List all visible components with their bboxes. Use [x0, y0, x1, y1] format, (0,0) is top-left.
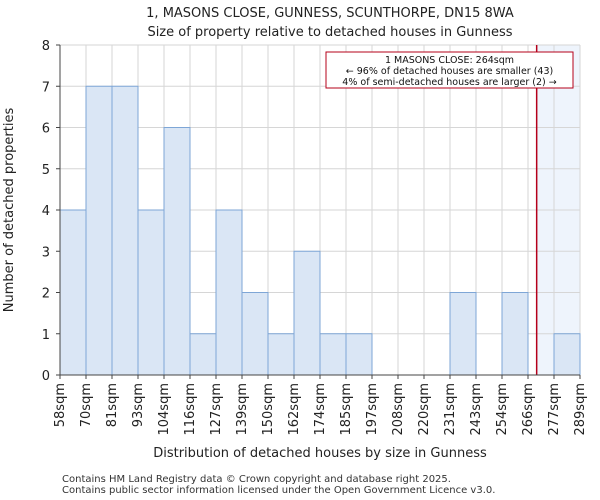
histogram-bar[interactable]: [449, 292, 477, 376]
histogram-bar[interactable]: [501, 292, 529, 376]
y-tick-label: 8: [42, 39, 50, 54]
x-tick-label: 185sqm: [339, 383, 354, 436]
x-tick-label: 220sqm: [417, 383, 432, 436]
x-tick-label: 150sqm: [261, 383, 276, 436]
y-tick-label: 2: [42, 287, 50, 302]
chart-subtitle: Size of property relative to detached ho…: [147, 25, 512, 40]
x-tick-label: 116sqm: [183, 383, 198, 436]
y-tick-label: 0: [42, 369, 50, 384]
x-tick-label: 254sqm: [495, 383, 510, 436]
x-tick-label: 93sqm: [131, 383, 146, 427]
x-tick-label: 162sqm: [287, 383, 302, 436]
histogram-bar[interactable]: [137, 209, 165, 376]
plot-area: 0 1 2 3 4 5 6 7 8 58sqm 70sqm 81sqm 93sqm 104sqm 116sq…: [42, 39, 588, 436]
y-tick-label: 6: [42, 122, 50, 137]
x-tick-label: 70sqm: [79, 383, 94, 427]
x-tick-label: 277sqm: [547, 383, 562, 436]
histogram-bar[interactable]: [267, 333, 295, 376]
x-tick-label: 289sqm: [573, 383, 588, 436]
y-tick-label: 4: [42, 204, 50, 219]
x-tick-label: 266sqm: [521, 383, 536, 436]
histogram-bar[interactable]: [241, 292, 269, 376]
x-tick-label: 197sqm: [365, 383, 380, 436]
footer-copyright: Contains HM Land Registry data © Crown c…: [62, 474, 451, 485]
chart-title: 1, MASONS CLOSE, GUNNESS, SCUNTHORPE, DN…: [146, 6, 514, 21]
x-axis-label: Distribution of detached houses by size …: [153, 446, 487, 461]
histogram-bar[interactable]: [85, 85, 113, 376]
histogram-bar[interactable]: [189, 333, 217, 376]
histogram-bar[interactable]: [293, 250, 321, 376]
x-tick-label: 208sqm: [391, 383, 406, 436]
y-axis-label: Number of detached properties: [2, 108, 17, 313]
annotation-box: [325, 51, 574, 89]
y-tick-label: 5: [42, 163, 50, 178]
y-tick-label: 3: [42, 245, 50, 260]
histogram-bar[interactable]: [163, 127, 191, 376]
annotation-text: ← 96% of detached houses are smaller (43…: [346, 66, 553, 77]
x-tick-label: 243sqm: [469, 383, 484, 436]
y-tick-label: 7: [42, 80, 50, 95]
annotation-text: 4% of semi-detached houses are larger (2…: [342, 77, 556, 88]
x-tick-label: 139sqm: [235, 383, 250, 436]
x-tick-label: 174sqm: [313, 383, 328, 436]
x-tick-label: 231sqm: [443, 383, 458, 436]
y-tick-label: 1: [42, 328, 50, 343]
x-tick-label: 81sqm: [105, 383, 120, 427]
histogram-bar[interactable]: [345, 333, 373, 376]
histogram-bar[interactable]: [215, 209, 243, 376]
annotation-text: 1 MASONS CLOSE: 264sqm: [385, 55, 514, 66]
histogram-bar[interactable]: [59, 209, 87, 376]
x-tick-label: 127sqm: [209, 383, 224, 436]
x-tick-label: 58sqm: [53, 383, 68, 427]
x-tick-label: 104sqm: [157, 383, 172, 436]
histogram-bar[interactable]: [111, 85, 139, 376]
footer-licence: Contains public sector information licen…: [62, 485, 496, 496]
histogram-bar[interactable]: [319, 333, 347, 376]
histogram-bar[interactable]: [553, 333, 581, 376]
